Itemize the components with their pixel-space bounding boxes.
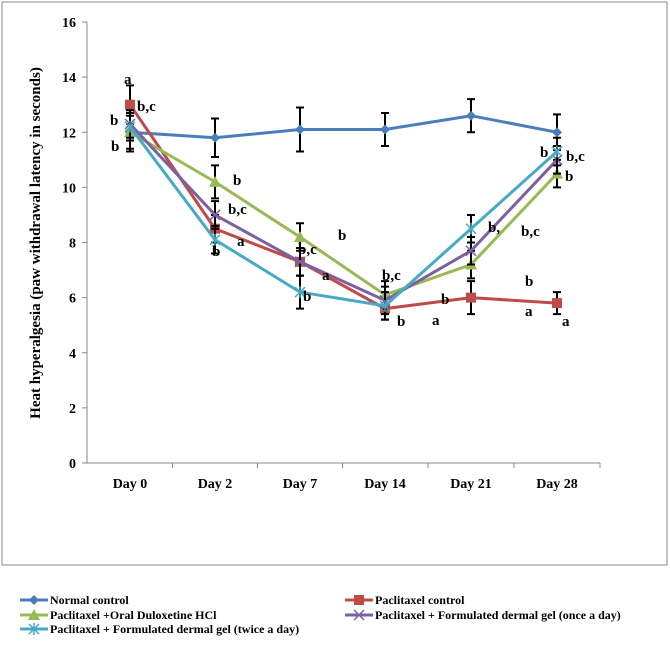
x-marker	[465, 245, 477, 257]
legend-item: Paclitaxel + Formulated dermal gel (once…	[345, 608, 621, 622]
square-marker	[552, 298, 562, 309]
star-marker	[465, 222, 477, 235]
triangle-marker	[294, 230, 306, 242]
square-marker	[354, 595, 364, 605]
legend-label: Paclitaxel + Formulated dermal gel (once…	[375, 608, 621, 622]
diamond-marker	[29, 595, 39, 605]
series-0	[125, 98, 562, 159]
y-tick-label: 8	[69, 237, 76, 252]
significance-label: b	[212, 244, 220, 260]
series-line	[128, 103, 558, 311]
significance-label: b	[303, 289, 311, 305]
y-tick-label: 10	[62, 181, 76, 196]
legend-label: Paclitaxel + Formulated dermal gel (twic…	[50, 622, 299, 636]
series-4	[124, 111, 563, 321]
triangle-marker	[209, 175, 221, 187]
triangle-marker	[28, 609, 40, 620]
x-marker	[353, 609, 365, 621]
series-line	[129, 130, 559, 297]
legend-item: Paclitaxel control	[345, 593, 465, 607]
y-tick-label: 2	[69, 402, 76, 417]
significance-label: b	[525, 274, 533, 290]
chart-frame	[1, 1, 668, 566]
x-tick-label: Day 28	[536, 477, 578, 492]
diamond-marker	[380, 124, 390, 135]
significance-label: a	[432, 313, 440, 329]
significance-label: b	[565, 169, 573, 185]
legend-item: Normal control	[20, 593, 129, 607]
x-marker	[209, 209, 221, 221]
y-tick-label: 12	[62, 126, 76, 141]
x-tick-label: Day 21	[450, 477, 492, 492]
significance-label: b,c	[382, 268, 401, 284]
y-tick-label: 6	[69, 292, 76, 307]
significance-label: b,c	[298, 242, 317, 258]
y-tick-label: 4	[69, 347, 76, 362]
x-tick-label: Day 0	[113, 477, 148, 492]
star-marker	[124, 120, 136, 133]
significance-label: b,c	[228, 202, 247, 218]
significance-label: b	[540, 145, 548, 161]
y-tick-label: 16	[62, 16, 76, 31]
diamond-marker	[295, 124, 305, 135]
significance-label: b,	[488, 220, 500, 236]
square-marker	[466, 292, 476, 303]
x-tick-label: Day 14	[364, 477, 406, 492]
significance-label: b	[397, 314, 405, 330]
significance-label: b	[233, 173, 241, 189]
significance-label: a	[322, 268, 330, 284]
y-tick-label: 14	[62, 71, 76, 86]
y-axis-label: Heat hyperalgesia (paw withdrawal latenc…	[28, 67, 44, 419]
legend-label: Paclitaxel +Oral Duloxetine HCl	[50, 608, 217, 622]
significance-label: a	[562, 314, 570, 330]
diamond-marker	[552, 127, 562, 138]
legend-label: Normal control	[50, 593, 129, 607]
series-line	[128, 122, 559, 303]
significance-label: b	[110, 113, 118, 129]
legend-item: Paclitaxel +Oral Duloxetine HCl	[20, 608, 217, 622]
star-marker	[379, 299, 391, 312]
significance-label: b,c	[566, 149, 585, 165]
series-3	[124, 109, 563, 316]
diamond-marker	[210, 132, 220, 143]
legend-item: Paclitaxel + Formulated dermal gel (twic…	[20, 622, 299, 636]
significance-label: a	[237, 234, 245, 250]
square-marker	[125, 99, 135, 110]
significance-label: b	[338, 228, 346, 244]
significance-label: b,c	[521, 224, 540, 240]
x-tick-label: Day 7	[283, 477, 318, 492]
x-tick-label: Day 2	[198, 477, 233, 492]
star-marker	[28, 623, 40, 635]
star-marker	[294, 286, 306, 299]
series-line	[129, 114, 558, 140]
significance-label: b	[441, 292, 449, 308]
star-marker	[209, 233, 221, 246]
significance-label: a	[124, 72, 132, 88]
significance-label: b,c	[137, 99, 156, 115]
significance-label: a	[525, 304, 533, 320]
y-tick-label: 0	[69, 457, 76, 472]
legend-label: Paclitaxel control	[375, 593, 465, 607]
significance-label: b	[111, 139, 119, 155]
x-marker	[294, 256, 306, 268]
star-marker	[551, 145, 563, 158]
diamond-marker	[466, 110, 476, 121]
series-line	[128, 125, 559, 308]
series-2	[124, 114, 563, 310]
